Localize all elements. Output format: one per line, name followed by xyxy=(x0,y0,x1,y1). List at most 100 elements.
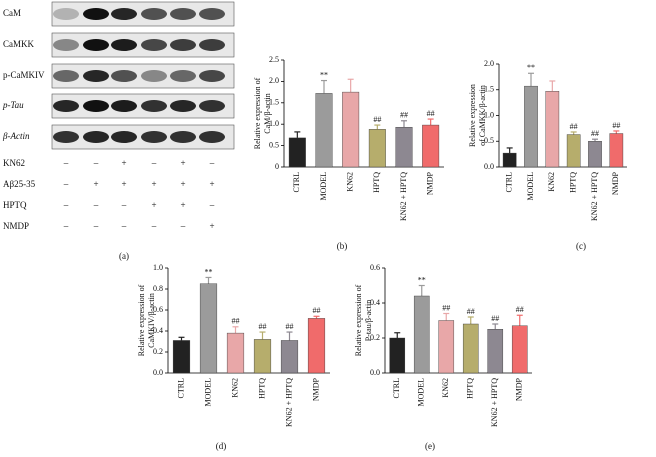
treatment-sign: + xyxy=(151,179,156,189)
treatment-sign: + xyxy=(180,179,185,189)
bar xyxy=(288,137,306,168)
significance-label: ** xyxy=(320,70,328,79)
treatment-sign: + xyxy=(121,158,126,168)
x-tick-label: CTRL xyxy=(292,172,301,193)
blot-band xyxy=(111,100,137,112)
treatment-sign: – xyxy=(121,200,127,210)
bar xyxy=(226,332,245,374)
x-tick-label: CTRL xyxy=(392,378,401,399)
blot-band xyxy=(199,100,225,112)
treatment-label: NMDP xyxy=(3,221,29,231)
x-tick-label: KN62 xyxy=(547,172,556,192)
blot-band xyxy=(141,131,167,143)
x-tick-label: KN62 + HPTQ xyxy=(399,172,408,221)
blot-band xyxy=(141,70,167,82)
treatment-sign: – xyxy=(209,200,215,210)
x-tick-label: HPTQ xyxy=(372,172,381,193)
treatment-sign: – xyxy=(209,158,215,168)
blot-band xyxy=(83,131,109,143)
treatment-label: KN62 xyxy=(3,158,25,168)
y-tick-label: 1.0 xyxy=(269,119,279,128)
y-tick-label: 2.0 xyxy=(269,76,279,85)
y-tick-label: 0.2 xyxy=(153,347,163,356)
treatment-sign: – xyxy=(93,158,99,168)
y-axis-label: CaMKIV/β-actin xyxy=(147,293,156,348)
bar xyxy=(395,126,413,168)
blot-band xyxy=(53,100,79,112)
y-tick-label: 0.0 xyxy=(370,368,380,377)
blot-band xyxy=(53,8,79,20)
treatment-sign: + xyxy=(93,179,98,189)
x-tick-label: HPTQ xyxy=(257,378,266,399)
bar xyxy=(566,134,581,168)
x-tick-label: NMDP xyxy=(311,377,320,401)
bar xyxy=(280,340,299,374)
x-tick-label: MODEL xyxy=(319,172,328,201)
x-tick-label: MODEL xyxy=(203,378,212,407)
y-tick-label: 0.4 xyxy=(153,326,163,335)
treatment-sign: – xyxy=(121,221,127,231)
treatment-label: Aβ25-35 xyxy=(3,179,36,189)
treatment-sign: – xyxy=(180,221,186,231)
blot-band xyxy=(170,8,196,20)
y-axis-label: Relative expression of xyxy=(137,284,146,356)
y-tick-label: 1.5 xyxy=(484,85,494,94)
bar xyxy=(315,93,333,168)
significance-label: ## xyxy=(427,109,435,118)
y-tick-label: 0.2 xyxy=(370,333,380,342)
bar xyxy=(609,133,624,168)
treatment-sign: + xyxy=(180,158,185,168)
panel-label: (a) xyxy=(119,251,129,261)
y-tick-label: 0.8 xyxy=(153,284,163,293)
protein-label: p-Tau xyxy=(2,100,24,110)
blot-band xyxy=(199,70,225,82)
treatment-sign: – xyxy=(63,200,69,210)
y-axis-label: of CaMKK/β-actin xyxy=(478,85,487,146)
treatment-sign: – xyxy=(63,179,69,189)
significance-label: ## xyxy=(259,322,267,331)
significance-label: ## xyxy=(286,322,294,331)
x-tick-label: KN62 xyxy=(441,378,450,398)
blot-band xyxy=(199,8,225,20)
significance-label: ## xyxy=(442,303,450,312)
y-tick-label: 0.4 xyxy=(370,298,380,307)
blot-band xyxy=(141,100,167,112)
treatment-sign: – xyxy=(93,200,99,210)
blot-band xyxy=(170,70,196,82)
y-tick-label: 2.5 xyxy=(269,55,279,64)
bar xyxy=(389,337,406,374)
blot-band xyxy=(111,131,137,143)
blot-band xyxy=(111,39,137,51)
bar xyxy=(253,339,272,374)
y-axis-label: P-tau/β-actin xyxy=(364,300,373,341)
x-tick-label: KN62 xyxy=(230,378,239,398)
panel-label: (b) xyxy=(337,241,348,251)
y-tick-label: 0.0 xyxy=(153,368,163,377)
bar xyxy=(172,340,191,374)
bar xyxy=(502,152,517,168)
y-axis-label: Relative expression of xyxy=(354,284,363,356)
bar xyxy=(438,320,455,374)
bar xyxy=(422,124,440,168)
significance-label: ** xyxy=(205,267,213,276)
blot-band xyxy=(170,100,196,112)
y-tick-label: 0.5 xyxy=(484,136,494,145)
significance-label: ** xyxy=(418,275,426,284)
y-tick-label: 1.0 xyxy=(153,263,163,272)
blot-band xyxy=(83,8,109,20)
bar xyxy=(545,91,560,168)
significance-label: ## xyxy=(313,306,321,315)
blot-band xyxy=(83,100,109,112)
x-tick-label: KN62 + HPTQ xyxy=(590,172,599,221)
treatment-sign: + xyxy=(209,179,214,189)
treatment-sign: + xyxy=(151,200,156,210)
treatment-label: HPTQ xyxy=(3,200,27,210)
bar xyxy=(588,141,602,168)
blot-band xyxy=(83,70,109,82)
x-tick-label: HPTQ xyxy=(568,172,577,193)
panel-label: (e) xyxy=(425,441,435,451)
significance-label: ## xyxy=(373,115,381,124)
blot-band xyxy=(83,39,109,51)
bar xyxy=(199,283,218,374)
